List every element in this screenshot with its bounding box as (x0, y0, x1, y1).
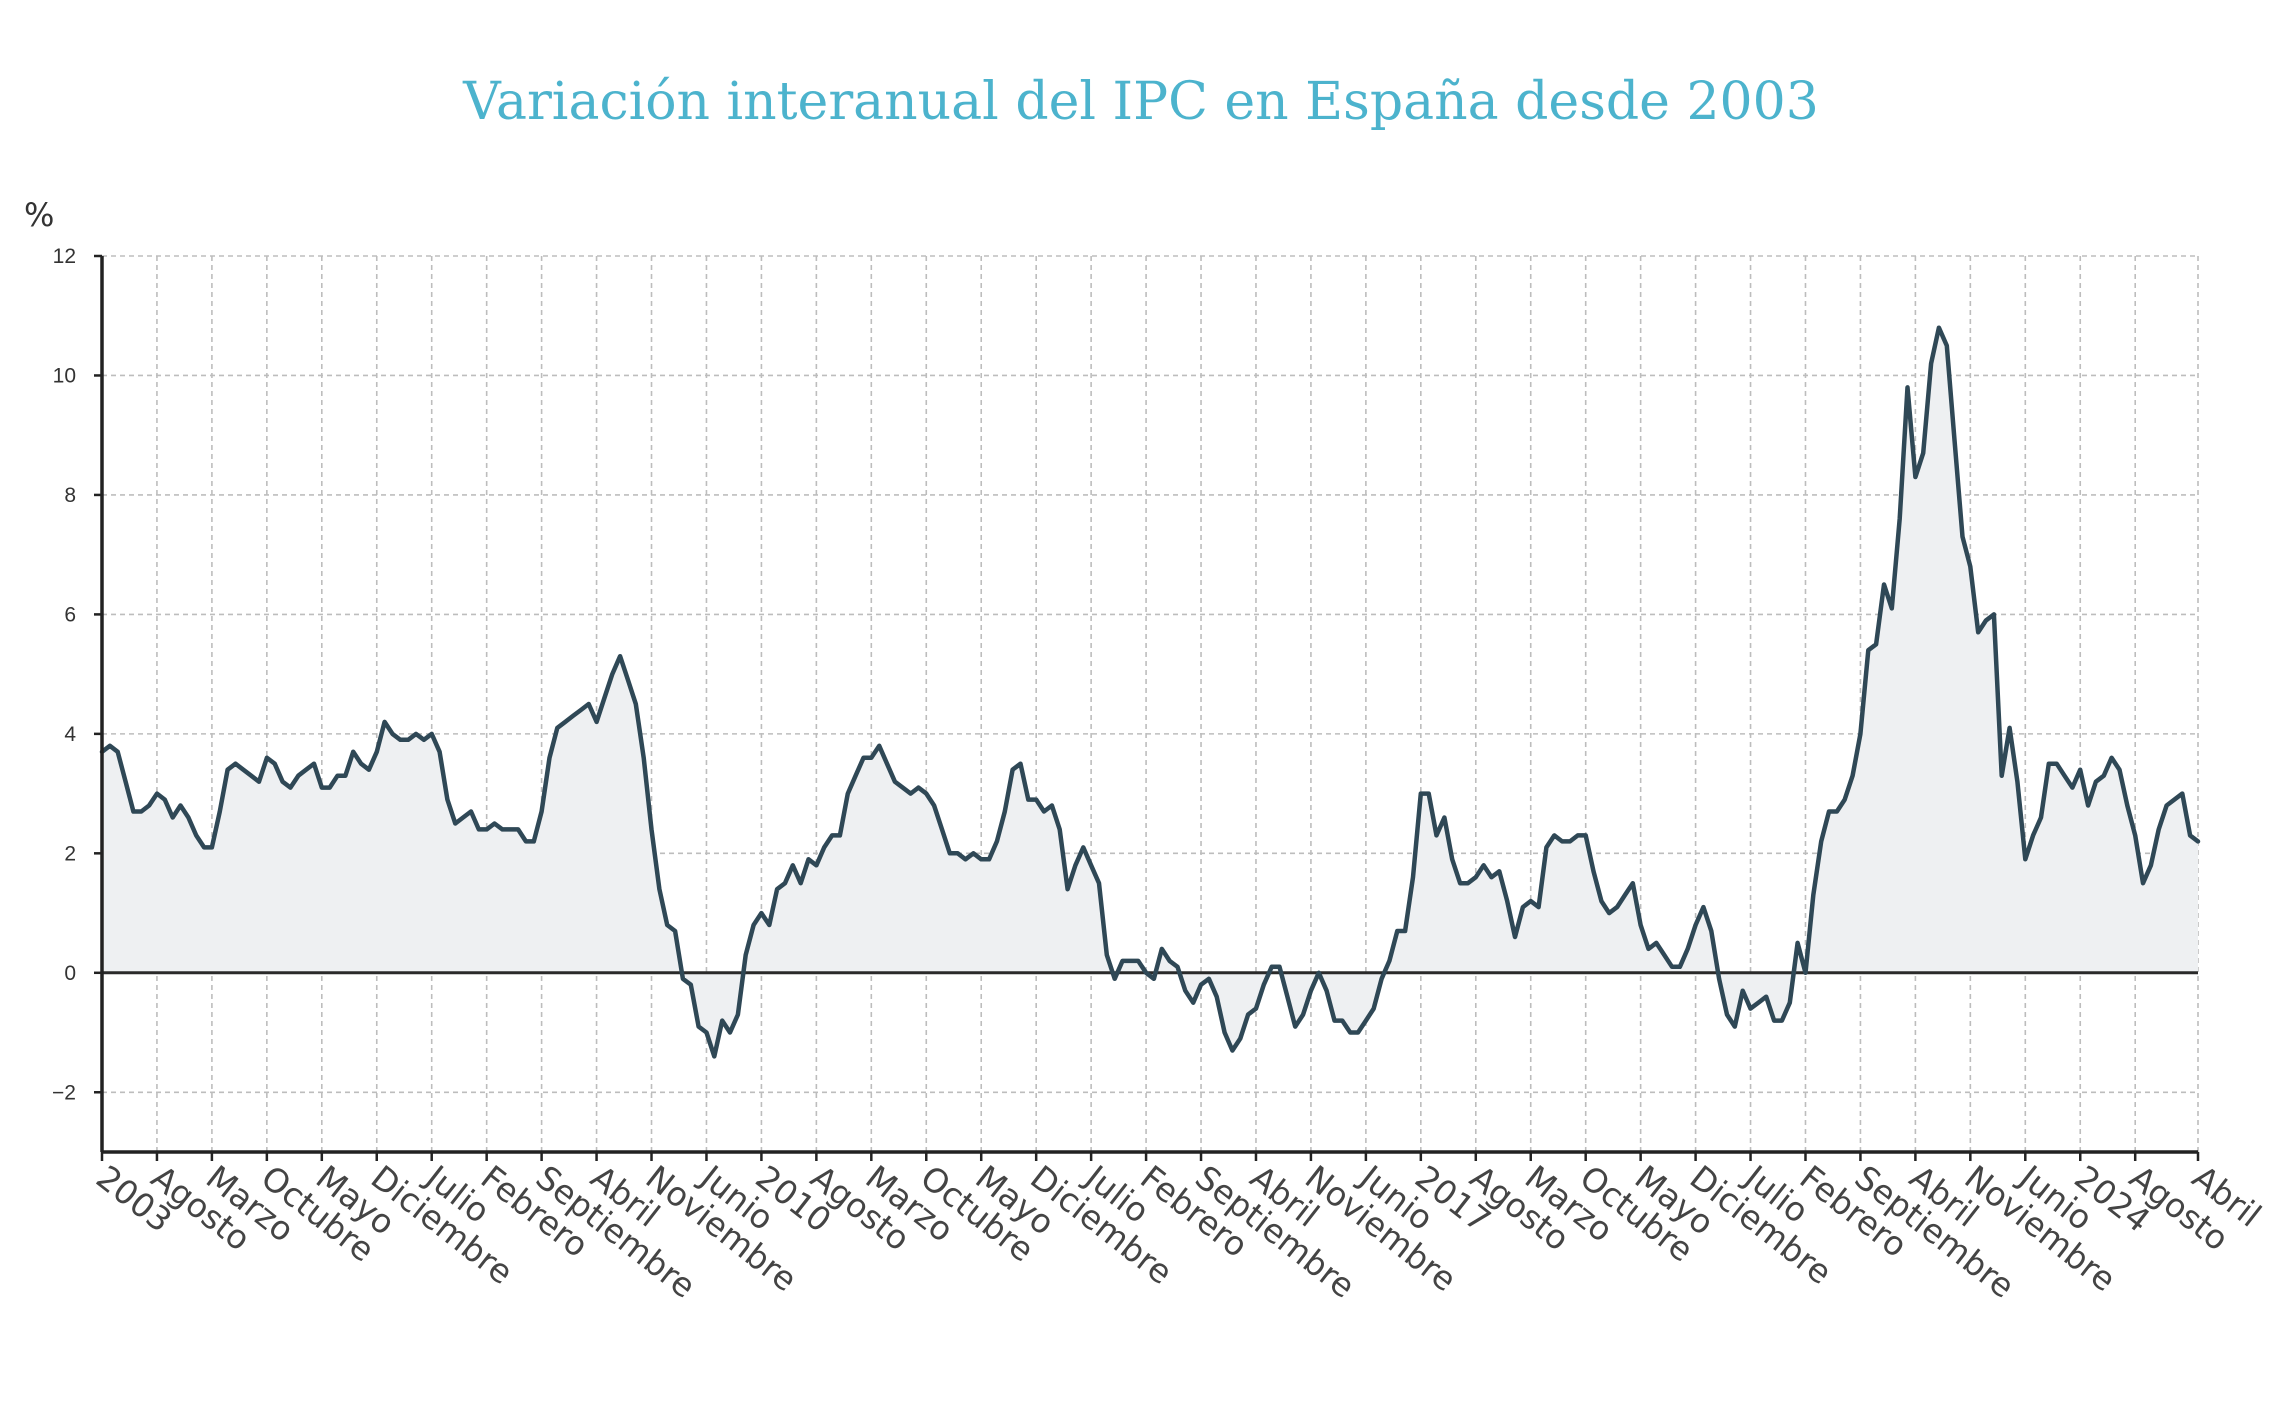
y-axis-unit-label: % (24, 196, 54, 234)
y-tick-label: 6 (64, 603, 76, 626)
y-tick-label: 10 (53, 364, 76, 387)
axes (94, 254, 2200, 1161)
y-tick-label: 8 (64, 484, 76, 507)
y-tick-labels: −2 0 2 4 6 8 10 12 (52, 245, 76, 1104)
y-tick-label: −2 (52, 1081, 76, 1104)
y-tick-label: 12 (53, 245, 76, 268)
y-tick-label: 4 (64, 723, 76, 746)
series-line (99, 325, 2201, 1059)
y-tick-label: 2 (64, 842, 76, 865)
series-area-fill (102, 327, 2198, 1057)
x-tick-labels: 2003AgostoMarzoOctubreMayoDiciembreJulio… (89, 1156, 2268, 1305)
chart-title: Variación interanual del IPC en España d… (463, 72, 1819, 132)
y-tick-label: 0 (64, 962, 76, 985)
